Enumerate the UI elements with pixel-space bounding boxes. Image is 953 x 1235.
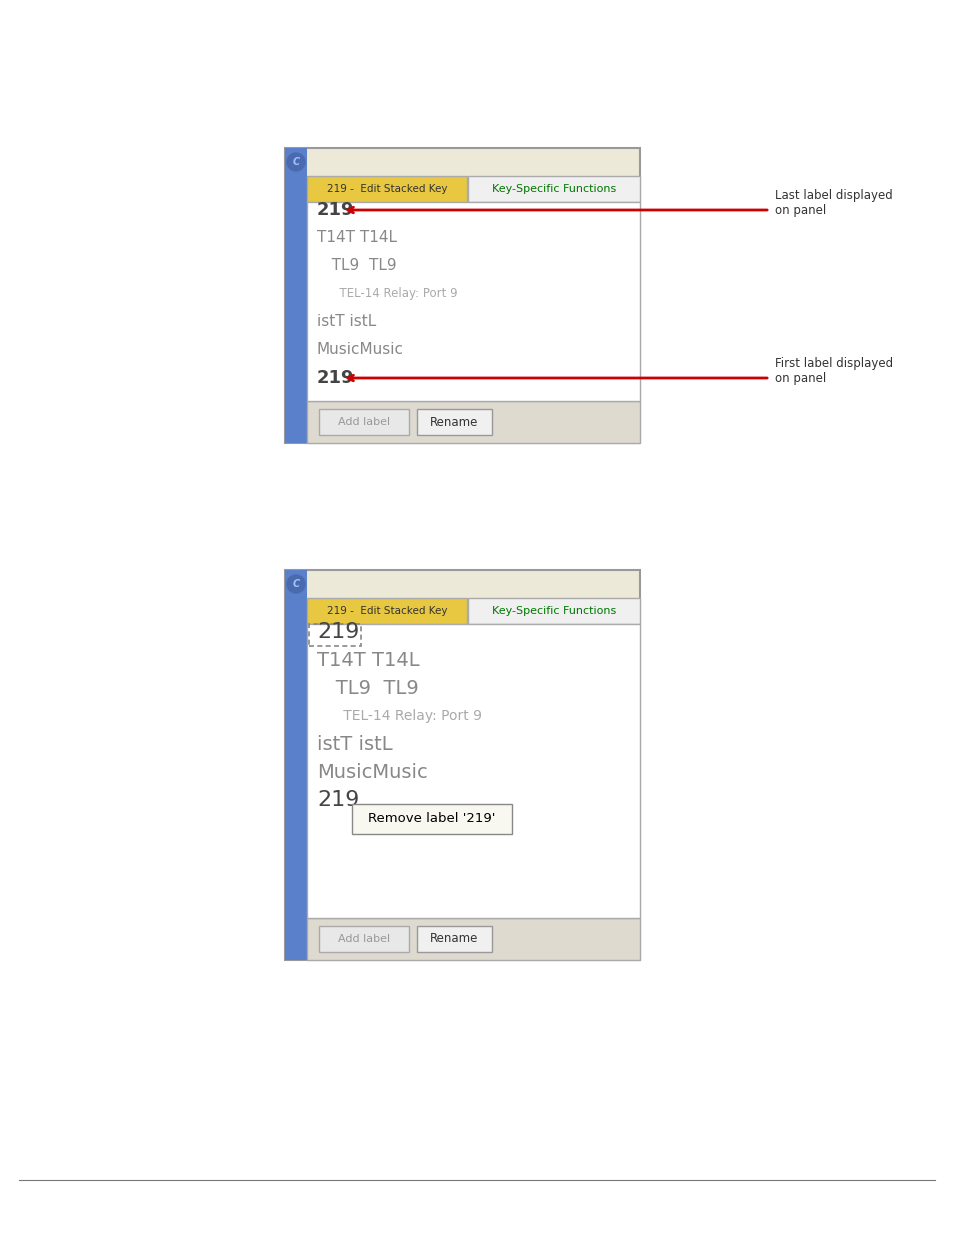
Text: istT istL: istT istL [316,735,393,753]
Bar [416,926,492,952]
Bar [285,571,639,960]
Text: Remove label '219': Remove label '219' [368,813,496,825]
Text: 219: 219 [316,622,359,642]
Text: MusicMusic: MusicMusic [316,762,427,782]
Text: Rename: Rename [430,415,478,429]
Bar [468,177,639,203]
Text: Add label: Add label [337,417,390,427]
Text: Key-Specific Functions: Key-Specific Functions [492,606,616,616]
Text: istT istL: istT istL [316,315,375,330]
Text: MusicMusic: MusicMusic [316,342,403,357]
Circle shape [287,576,305,593]
Bar [352,804,512,834]
Bar [416,409,492,435]
Text: Rename: Rename [430,932,478,946]
Bar [307,598,467,624]
Text: TEL-14 Relay: Port 9: TEL-14 Relay: Port 9 [316,709,481,722]
Bar [468,598,639,624]
Bar [307,918,639,960]
Text: TL9  TL9: TL9 TL9 [316,258,396,273]
Text: TEL-14 Relay: Port 9: TEL-14 Relay: Port 9 [316,288,457,300]
Bar [318,926,409,952]
Text: C: C [293,579,299,589]
Circle shape [287,153,305,170]
Text: 219: 219 [316,369,355,387]
Text: First label displayed
on panel: First label displayed on panel [774,357,892,385]
Bar [307,177,467,203]
Bar [307,624,639,918]
Text: 219 -  Edit Stacked Key: 219 - Edit Stacked Key [327,184,447,194]
Text: C: C [293,157,299,167]
Bar [309,624,360,646]
Bar [307,401,639,443]
Text: 219 -  Edit Stacked Key: 219 - Edit Stacked Key [327,606,447,616]
Bar [307,203,639,401]
Text: 219: 219 [316,790,359,810]
Text: Key-Specific Functions: Key-Specific Functions [492,184,616,194]
Bar [285,148,307,443]
Text: TL9  TL9: TL9 TL9 [316,678,418,698]
Bar [285,148,639,443]
Bar [318,409,409,435]
Text: T14T T14L: T14T T14L [316,651,419,669]
Text: T14T T14L: T14T T14L [316,231,396,246]
Text: Last label displayed
on panel: Last label displayed on panel [774,189,892,217]
Text: Add label: Add label [337,934,390,944]
Bar [285,571,307,960]
Text: 219: 219 [316,201,355,219]
